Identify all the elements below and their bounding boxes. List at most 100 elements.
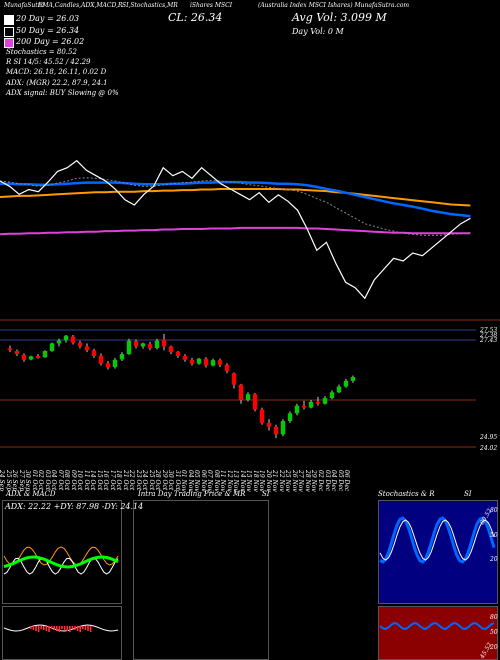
candle-body [189, 359, 195, 364]
stochastics-readout: Stochastics = 80.52 [6, 48, 77, 56]
adx-main-line [3, 555, 119, 569]
candle-body [308, 401, 314, 408]
candle-body [210, 360, 216, 366]
candle-body [91, 350, 97, 356]
candle-body [301, 405, 307, 408]
rsi-tick-50: 50 [490, 629, 498, 636]
candle-body [147, 344, 153, 349]
price-label-1: 27.53 [480, 327, 498, 334]
macd-histogram-bar [76, 626, 79, 631]
candle-body [266, 422, 272, 427]
macd-histogram-bar [37, 626, 40, 632]
macd-line [3, 624, 119, 632]
candle-body [21, 354, 27, 360]
candle-body [273, 426, 279, 435]
price-label-2: 27.38 [480, 332, 498, 339]
adx-signal-readout: ADX signal: BUY Slowing @ 0% [6, 89, 119, 97]
legend-200-day: 200 Day = 26.02 [16, 37, 85, 46]
candle-body [168, 346, 174, 353]
candle-body [84, 346, 90, 351]
macd-histogram-bar [58, 626, 61, 632]
legend-swatch-50 [4, 27, 14, 37]
macd-readout: MACD: 26.18, 26.11, 0.02 D [6, 68, 107, 76]
macd-histogram-bar [43, 626, 45, 630]
stoch-panel-title: Stochastics & R [378, 490, 435, 498]
macd-histogram-bar [32, 626, 35, 630]
macd-histogram-bar [69, 626, 71, 632]
day-volume: Day Vol: 0 M [292, 27, 344, 36]
candle-body [350, 377, 356, 381]
candle-body [42, 351, 48, 358]
macd-histogram-bar [89, 626, 92, 632]
candle-body [49, 343, 55, 352]
ema-layer [0, 159, 471, 300]
macd-histogram-bar [74, 626, 76, 630]
candle-body [140, 343, 146, 347]
legend-swatch-20 [4, 15, 14, 25]
macd-histogram-bar [50, 626, 53, 629]
close-price: CL: 26.34 [168, 11, 223, 24]
stoch-panel-si: SI [464, 490, 472, 498]
candle-body [259, 409, 265, 423]
rsi-readout: R SI 14/5: 45.52 / 42.29 [6, 58, 91, 66]
price-label-4: 24.95 [480, 434, 498, 441]
stoch-tick-20: 20 [490, 556, 498, 563]
price-line [0, 159, 471, 300]
header-tag-3: SI,Stochastics,MR [122, 2, 178, 9]
stochastics-panel [378, 500, 498, 604]
candle-layer [7, 333, 356, 439]
candle-body [252, 394, 258, 410]
rsi-tick-20: 20 [490, 644, 498, 651]
rsi-line [379, 621, 495, 630]
stoch-tick-50: 50 [490, 532, 498, 539]
candle-body [28, 356, 34, 360]
macd-histogram-bar [71, 626, 74, 629]
candle-body [112, 359, 118, 368]
candle-body [196, 358, 202, 364]
macd-histogram-bar [40, 626, 42, 629]
ema20-dotted-line [0, 177, 471, 236]
adx-minus-di-line [3, 557, 119, 575]
macd-histogram-bar [48, 626, 50, 632]
macd-histogram-bar [79, 626, 81, 632]
candle-body [287, 413, 293, 421]
macd-histogram-bar [84, 626, 87, 630]
adx-plus-di-line [3, 546, 119, 566]
candle-body [119, 354, 125, 360]
macd-histogram-bar [56, 626, 58, 631]
legend-20-day: 20 Day = 26.03 [16, 14, 80, 23]
candle-body [224, 364, 230, 372]
macd-histogram-bar [87, 626, 89, 631]
macd-histogram-bar [82, 626, 84, 629]
candle-body [105, 363, 111, 368]
candle-body [35, 355, 41, 358]
adx-readout: ADX: (MGR) 22.2, 87.9, 24.1 [6, 79, 108, 87]
macd-histogram-bar [53, 626, 55, 630]
candle-body [161, 339, 167, 347]
candle-body [77, 342, 83, 347]
avg-volume: Avg Vol: 3.099 M [292, 11, 387, 24]
candle-body [294, 405, 300, 414]
candle-body [280, 420, 286, 435]
mr-panel-title: Intra Day Trading Price & MR [138, 490, 246, 498]
header-tag-1: MunafaSutra [4, 2, 45, 9]
candle-body [98, 355, 104, 364]
candle-body [336, 386, 342, 393]
legend-swatch-200 [4, 38, 14, 48]
adx-panel [2, 500, 122, 604]
candle-body [126, 340, 132, 355]
macd-histogram-bar [45, 626, 48, 631]
candle-body [217, 360, 223, 365]
macd-histogram-bar [61, 626, 63, 629]
candle-body [245, 394, 251, 400]
macd-histogram-bar [66, 626, 68, 631]
candle-body [343, 380, 349, 387]
candle-body [182, 355, 188, 360]
macd-histogram-bar [30, 626, 32, 629]
candle-body [70, 336, 76, 343]
candle-body [14, 351, 20, 355]
header-tag-2: EMA,Candles,ADX,MACD,R [38, 2, 123, 9]
adx-panel-title: ADX & MACD [6, 490, 56, 498]
candle-body [231, 373, 237, 385]
